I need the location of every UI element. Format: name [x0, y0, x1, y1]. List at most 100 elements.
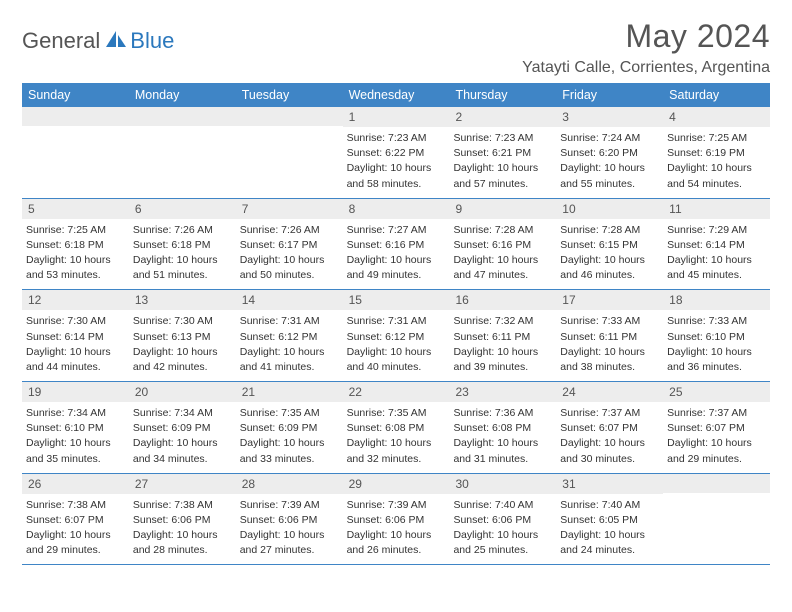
day-cell: [129, 107, 236, 198]
day-cell: 19Sunrise: 7:34 AMSunset: 6:10 PMDayligh…: [22, 382, 129, 473]
sunset-line: Sunset: 6:14 PM: [667, 238, 766, 252]
day-cell: 1Sunrise: 7:23 AMSunset: 6:22 PMDaylight…: [343, 107, 450, 198]
day-info: Sunrise: 7:36 AMSunset: 6:08 PMDaylight:…: [449, 402, 556, 473]
daylight-line-1: Daylight: 10 hours: [453, 528, 552, 542]
daylight-line-2: and 55 minutes.: [560, 177, 659, 191]
day-number: 31: [556, 474, 663, 494]
daylight-line-2: and 29 minutes.: [667, 452, 766, 466]
sunrise-line: Sunrise: 7:34 AM: [26, 406, 125, 420]
day-info: Sunrise: 7:40 AMSunset: 6:06 PMDaylight:…: [449, 494, 556, 565]
day-cell: 8Sunrise: 7:27 AMSunset: 6:16 PMDaylight…: [343, 199, 450, 290]
daylight-line-1: Daylight: 10 hours: [453, 436, 552, 450]
daylight-line-1: Daylight: 10 hours: [560, 528, 659, 542]
daylight-line-1: Daylight: 10 hours: [133, 436, 232, 450]
day-info: Sunrise: 7:37 AMSunset: 6:07 PMDaylight:…: [556, 402, 663, 473]
day-cell: 11Sunrise: 7:29 AMSunset: 6:14 PMDayligh…: [663, 199, 770, 290]
day-info: Sunrise: 7:29 AMSunset: 6:14 PMDaylight:…: [663, 219, 770, 290]
day-cell: 24Sunrise: 7:37 AMSunset: 6:07 PMDayligh…: [556, 382, 663, 473]
day-number: 6: [129, 199, 236, 219]
sunset-line: Sunset: 6:10 PM: [667, 330, 766, 344]
day-number: 7: [236, 199, 343, 219]
day-cell: 9Sunrise: 7:28 AMSunset: 6:16 PMDaylight…: [449, 199, 556, 290]
day-cell: 13Sunrise: 7:30 AMSunset: 6:13 PMDayligh…: [129, 290, 236, 381]
sunset-line: Sunset: 6:17 PM: [240, 238, 339, 252]
sunset-line: Sunset: 6:06 PM: [347, 513, 446, 527]
day-cell: 4Sunrise: 7:25 AMSunset: 6:19 PMDaylight…: [663, 107, 770, 198]
sunrise-line: Sunrise: 7:26 AM: [240, 223, 339, 237]
day-number: 24: [556, 382, 663, 402]
sunset-line: Sunset: 6:20 PM: [560, 146, 659, 160]
daylight-line-2: and 57 minutes.: [453, 177, 552, 191]
weekday-header-row: SundayMondayTuesdayWednesdayThursdayFrid…: [22, 83, 770, 107]
daylight-line-2: and 25 minutes.: [453, 543, 552, 557]
sunrise-line: Sunrise: 7:39 AM: [240, 498, 339, 512]
sunset-line: Sunset: 6:16 PM: [347, 238, 446, 252]
day-number: 18: [663, 290, 770, 310]
sunrise-line: Sunrise: 7:35 AM: [347, 406, 446, 420]
daylight-line-2: and 38 minutes.: [560, 360, 659, 374]
day-info: Sunrise: 7:26 AMSunset: 6:17 PMDaylight:…: [236, 219, 343, 290]
sail-icon: [104, 29, 130, 54]
daylight-line-1: Daylight: 10 hours: [26, 345, 125, 359]
day-info: Sunrise: 7:25 AMSunset: 6:18 PMDaylight:…: [22, 219, 129, 290]
sunset-line: Sunset: 6:08 PM: [347, 421, 446, 435]
sunrise-line: Sunrise: 7:23 AM: [347, 131, 446, 145]
daylight-line-2: and 36 minutes.: [667, 360, 766, 374]
day-cell: 5Sunrise: 7:25 AMSunset: 6:18 PMDaylight…: [22, 199, 129, 290]
sunset-line: Sunset: 6:12 PM: [240, 330, 339, 344]
sunrise-line: Sunrise: 7:31 AM: [347, 314, 446, 328]
day-cell: 6Sunrise: 7:26 AMSunset: 6:18 PMDaylight…: [129, 199, 236, 290]
daylight-line-2: and 33 minutes.: [240, 452, 339, 466]
sunrise-line: Sunrise: 7:24 AM: [560, 131, 659, 145]
day-cell: 3Sunrise: 7:24 AMSunset: 6:20 PMDaylight…: [556, 107, 663, 198]
sunset-line: Sunset: 6:06 PM: [240, 513, 339, 527]
sunset-line: Sunset: 6:05 PM: [560, 513, 659, 527]
sunset-line: Sunset: 6:15 PM: [560, 238, 659, 252]
day-info: Sunrise: 7:30 AMSunset: 6:13 PMDaylight:…: [129, 310, 236, 381]
day-number: 13: [129, 290, 236, 310]
day-number: 8: [343, 199, 450, 219]
daylight-line-1: Daylight: 10 hours: [347, 528, 446, 542]
day-info: Sunrise: 7:30 AMSunset: 6:14 PMDaylight:…: [22, 310, 129, 381]
sunset-line: Sunset: 6:09 PM: [240, 421, 339, 435]
daylight-line-2: and 34 minutes.: [133, 452, 232, 466]
page-title: May 2024: [522, 18, 770, 55]
weekday-header: Saturday: [663, 83, 770, 107]
day-number: 21: [236, 382, 343, 402]
day-info: Sunrise: 7:23 AMSunset: 6:22 PMDaylight:…: [343, 127, 450, 198]
day-info: Sunrise: 7:34 AMSunset: 6:09 PMDaylight:…: [129, 402, 236, 473]
day-number: 23: [449, 382, 556, 402]
day-number-empty: [236, 107, 343, 126]
day-cell: 10Sunrise: 7:28 AMSunset: 6:15 PMDayligh…: [556, 199, 663, 290]
daylight-line-1: Daylight: 10 hours: [453, 161, 552, 175]
day-cell: [236, 107, 343, 198]
daylight-line-2: and 30 minutes.: [560, 452, 659, 466]
daylight-line-1: Daylight: 10 hours: [26, 253, 125, 267]
daylight-line-2: and 44 minutes.: [26, 360, 125, 374]
daylight-line-2: and 49 minutes.: [347, 268, 446, 282]
sunset-line: Sunset: 6:11 PM: [560, 330, 659, 344]
day-info: Sunrise: 7:40 AMSunset: 6:05 PMDaylight:…: [556, 494, 663, 565]
sunset-line: Sunset: 6:19 PM: [667, 146, 766, 160]
sunset-line: Sunset: 6:07 PM: [26, 513, 125, 527]
weekday-header: Sunday: [22, 83, 129, 107]
weeks-container: 1Sunrise: 7:23 AMSunset: 6:22 PMDaylight…: [22, 107, 770, 565]
daylight-line-1: Daylight: 10 hours: [667, 345, 766, 359]
daylight-line-1: Daylight: 10 hours: [453, 345, 552, 359]
weekday-header: Friday: [556, 83, 663, 107]
sunset-line: Sunset: 6:22 PM: [347, 146, 446, 160]
daylight-line-1: Daylight: 10 hours: [133, 345, 232, 359]
location-text: Yatayti Calle, Corrientes, Argentina: [522, 59, 770, 77]
daylight-line-2: and 58 minutes.: [347, 177, 446, 191]
week-row: 19Sunrise: 7:34 AMSunset: 6:10 PMDayligh…: [22, 382, 770, 474]
day-info: Sunrise: 7:28 AMSunset: 6:16 PMDaylight:…: [449, 219, 556, 290]
sunrise-line: Sunrise: 7:30 AM: [133, 314, 232, 328]
day-cell: 15Sunrise: 7:31 AMSunset: 6:12 PMDayligh…: [343, 290, 450, 381]
sunset-line: Sunset: 6:21 PM: [453, 146, 552, 160]
sunrise-line: Sunrise: 7:34 AM: [133, 406, 232, 420]
day-info: Sunrise: 7:33 AMSunset: 6:10 PMDaylight:…: [663, 310, 770, 381]
sunrise-line: Sunrise: 7:28 AM: [560, 223, 659, 237]
day-cell: 21Sunrise: 7:35 AMSunset: 6:09 PMDayligh…: [236, 382, 343, 473]
daylight-line-1: Daylight: 10 hours: [240, 253, 339, 267]
day-number: 12: [22, 290, 129, 310]
